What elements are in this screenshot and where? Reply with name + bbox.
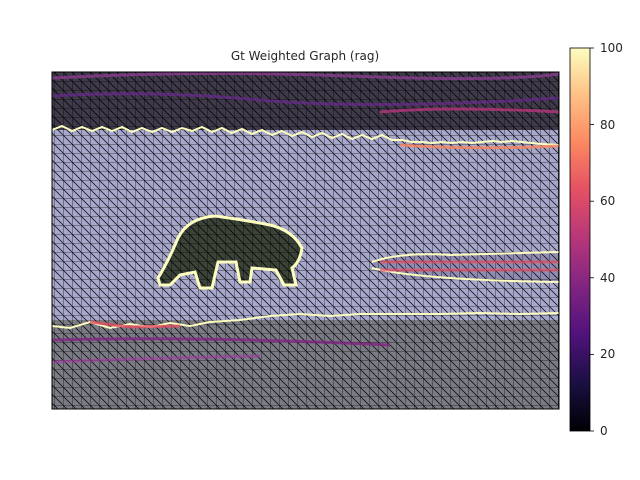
- colorbar-tick-label: 40: [600, 270, 616, 285]
- axes-frame: [51, 71, 560, 410]
- colorbar-tick-label: 100: [600, 41, 623, 55]
- water-boundary: [52, 311, 559, 330]
- sky-band-1: [52, 72, 559, 81]
- water-accent: [89, 320, 181, 329]
- water-band-2: [52, 354, 261, 364]
- chart-title: Gt Weighted Graph (rag): [230, 49, 380, 63]
- colorbar-tick-label: 0: [600, 424, 608, 438]
- rag-mesh: [52, 72, 559, 409]
- colorbar-tick-label: 20: [600, 347, 616, 362]
- horizon-boundary: [52, 124, 559, 146]
- ice-ridge-inner: [380, 260, 559, 272]
- colorbar-ticks: [590, 47, 594, 432]
- sky-band-3: [379, 107, 559, 114]
- sky-band-2: [52, 92, 559, 107]
- colorbar-tick-label: 80: [600, 117, 616, 132]
- colorbar: [569, 47, 591, 432]
- water-band-1: [52, 337, 391, 347]
- bear-outline: [156, 214, 304, 290]
- horizon-accent: [399, 143, 559, 150]
- image-area: [52, 72, 559, 409]
- colorbar-tick-label: 60: [600, 194, 616, 209]
